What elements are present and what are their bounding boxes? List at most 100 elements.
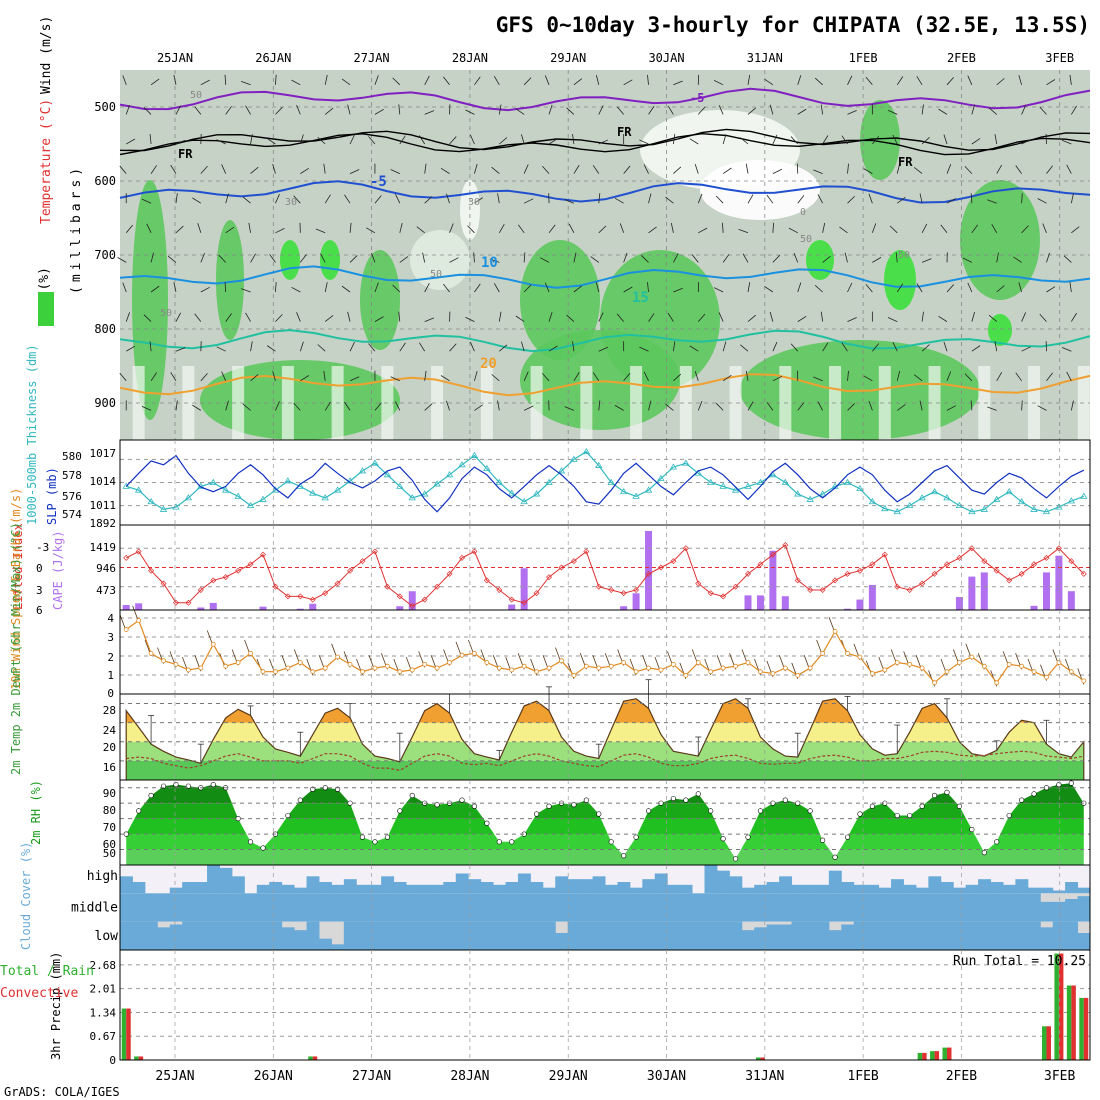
wind-barb xyxy=(419,342,426,352)
wind-barb xyxy=(1070,400,1074,411)
wind-barb xyxy=(493,283,500,293)
cloud-bar-middle xyxy=(157,893,171,922)
cloud-bar-high xyxy=(915,887,929,894)
cloud-bar-middle xyxy=(853,893,867,922)
thickness-point xyxy=(508,489,516,496)
cloud-bar-low xyxy=(629,921,643,950)
slp-tick: 1014 xyxy=(90,475,117,488)
wind10m-point xyxy=(782,665,788,671)
wind-barb xyxy=(987,199,997,204)
wind-barb xyxy=(150,165,158,174)
wind-barb xyxy=(173,74,177,85)
wind-barb xyxy=(497,193,500,204)
cloud-bar-high xyxy=(555,876,569,894)
cloud-bar-low xyxy=(1015,921,1029,950)
cloud-bar-middle xyxy=(555,893,569,922)
wind-barb xyxy=(971,311,975,322)
thickness-point xyxy=(321,494,329,501)
wind-barb xyxy=(275,193,280,204)
date-tick-bottom: 30JAN xyxy=(647,1069,686,1084)
rh-point xyxy=(994,839,1000,845)
wind-barb xyxy=(424,282,430,293)
thickness-point xyxy=(968,507,976,515)
cloud-bar-low xyxy=(891,921,904,950)
cape-bar xyxy=(520,568,528,610)
li-point xyxy=(260,551,267,558)
precip-total-bar xyxy=(1066,985,1072,1060)
wind-barb xyxy=(614,197,624,204)
wind-barb xyxy=(218,254,226,263)
wind-barb xyxy=(747,314,756,322)
wind-barb xyxy=(863,375,873,382)
wind10m-point xyxy=(185,667,191,673)
wind10m-tick: 2 xyxy=(107,651,114,664)
cloud-bar-high xyxy=(903,884,917,894)
precip-total-bar xyxy=(134,1056,139,1060)
rh-blob xyxy=(860,100,900,180)
cloud-bar-low xyxy=(294,930,308,950)
cloud-bar-low xyxy=(567,921,581,950)
li-point xyxy=(1006,577,1013,584)
wind-barb xyxy=(793,252,799,263)
isotherm-label: FR xyxy=(898,155,913,169)
wind-barb xyxy=(517,224,525,234)
wind-barb xyxy=(221,371,227,381)
wind10m-point xyxy=(994,680,1000,686)
wind10m-point xyxy=(894,660,900,665)
li-point xyxy=(657,564,664,571)
rh-point xyxy=(546,803,552,809)
wind-barb xyxy=(616,106,624,115)
wind-barb xyxy=(689,345,699,352)
isotherm-label: FR xyxy=(178,147,193,161)
cloud-bar-high xyxy=(1027,887,1041,894)
wind-barb xyxy=(573,252,577,263)
cloud-bar-middle xyxy=(1065,899,1079,922)
wind-barb xyxy=(788,227,798,234)
wind-barb xyxy=(573,285,583,293)
wind-barb xyxy=(150,252,154,263)
wind-barb xyxy=(598,105,604,115)
li-point xyxy=(931,570,938,577)
wind-barb xyxy=(1069,74,1072,85)
wind-barb xyxy=(392,77,401,86)
wind-barb xyxy=(764,78,774,86)
li-point xyxy=(1080,570,1087,577)
cloud-bar-low xyxy=(343,921,357,950)
wind-barb xyxy=(614,405,624,411)
cloud-bar-high xyxy=(281,884,295,894)
wind-barb xyxy=(996,285,1005,293)
wind-barb xyxy=(817,401,823,411)
thickness-point xyxy=(172,503,180,510)
cloud-bar-middle xyxy=(866,893,880,922)
wind-barb xyxy=(896,371,901,381)
isotherm-label: 20 xyxy=(480,356,497,372)
wind-barb xyxy=(170,164,177,174)
wind-barb xyxy=(722,222,724,233)
wind10m-point xyxy=(372,665,378,671)
wind-barb xyxy=(797,108,807,115)
wind-barb xyxy=(225,106,232,115)
wind-barb xyxy=(469,341,475,352)
wind-barb xyxy=(865,76,873,86)
wind-barb xyxy=(916,283,923,293)
wind-barb xyxy=(449,136,457,145)
wind-barb xyxy=(521,134,525,145)
wind-barb xyxy=(996,78,1005,86)
cloud-bar-low xyxy=(182,921,196,950)
cloud-bar-high xyxy=(953,887,967,894)
li-point xyxy=(185,599,192,606)
wind-barb xyxy=(996,371,1003,381)
cloud-bar-high xyxy=(182,882,196,894)
cape-tick: 473 xyxy=(96,584,116,597)
cloud-bar-high xyxy=(530,882,544,894)
cape-bar xyxy=(209,602,217,610)
cloud-bar-low xyxy=(1002,921,1016,950)
thickness-point xyxy=(1042,507,1051,515)
cloud-bar-low xyxy=(841,924,855,950)
wind-barb xyxy=(697,193,703,204)
cloud-bar-middle xyxy=(1002,893,1016,922)
cloud-bar-high xyxy=(269,882,283,894)
rh-point xyxy=(732,856,739,862)
wind-barb xyxy=(822,222,826,233)
wind-barb xyxy=(317,137,326,145)
